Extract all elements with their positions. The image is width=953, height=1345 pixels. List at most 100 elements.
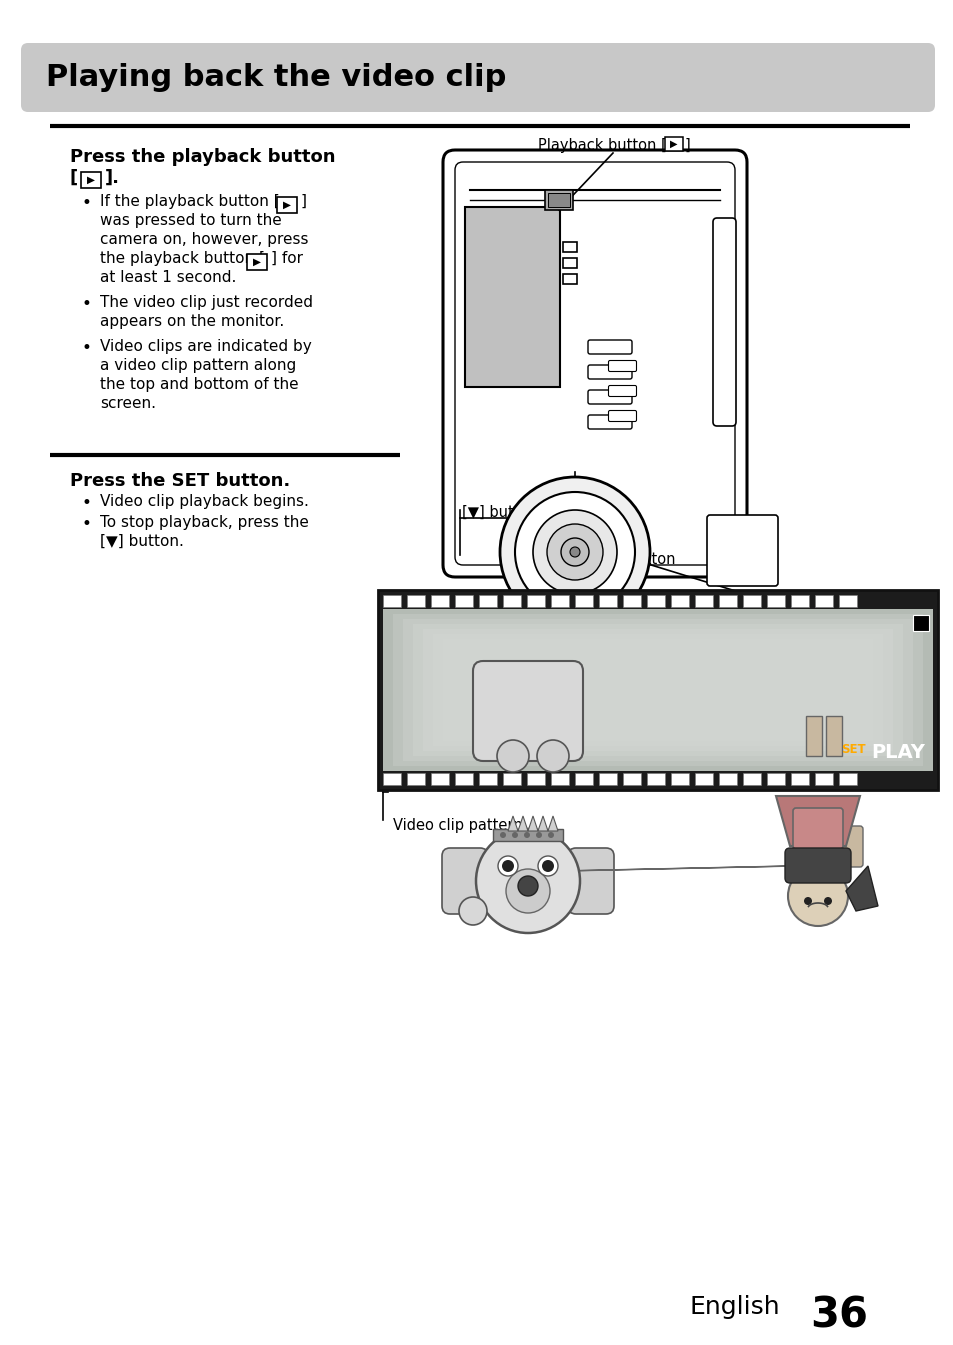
FancyBboxPatch shape [587, 340, 631, 354]
Circle shape [537, 740, 568, 772]
Text: at least 1 second.: at least 1 second. [100, 270, 236, 285]
Circle shape [497, 740, 529, 772]
Bar [407, 594, 424, 607]
Polygon shape [775, 796, 859, 846]
Bar [742, 594, 760, 607]
Circle shape [537, 855, 558, 876]
Text: •: • [82, 515, 91, 533]
FancyBboxPatch shape [706, 515, 778, 586]
Polygon shape [547, 816, 558, 831]
Bar [464, 207, 559, 387]
Bar [646, 773, 664, 785]
Bar [664, 137, 682, 151]
FancyBboxPatch shape [587, 364, 631, 379]
Circle shape [569, 547, 579, 557]
Circle shape [533, 510, 617, 594]
FancyBboxPatch shape [792, 808, 842, 849]
Bar [382, 773, 400, 785]
FancyBboxPatch shape [442, 151, 746, 577]
Circle shape [476, 829, 579, 933]
Bar [442, 639, 872, 741]
Bar [413, 624, 902, 756]
Text: The video clip just recorded: The video clip just recorded [100, 295, 313, 309]
Bar [455, 594, 473, 607]
Bar [719, 773, 737, 785]
Bar [598, 773, 617, 785]
Bar [478, 773, 497, 785]
Circle shape [515, 492, 635, 612]
Text: PLAY: PLAY [870, 742, 923, 763]
Text: screen.: screen. [100, 395, 156, 412]
Bar [453, 644, 862, 736]
Bar [742, 773, 760, 785]
Bar [407, 773, 424, 785]
Circle shape [546, 525, 602, 580]
Text: SET: SET [841, 742, 864, 756]
FancyBboxPatch shape [608, 410, 636, 421]
Polygon shape [537, 816, 547, 831]
Bar [502, 594, 520, 607]
Bar [825, 716, 841, 756]
Circle shape [499, 477, 649, 627]
Text: ]: ] [301, 194, 307, 208]
Circle shape [787, 866, 847, 925]
Bar [622, 594, 640, 607]
Bar [422, 629, 892, 751]
FancyBboxPatch shape [21, 43, 934, 112]
Bar [431, 594, 449, 607]
Text: ▶: ▶ [87, 175, 95, 186]
Bar [838, 773, 856, 785]
Bar [547, 192, 569, 207]
Text: [▼] button.: [▼] button. [100, 534, 184, 549]
FancyBboxPatch shape [587, 416, 631, 429]
Polygon shape [845, 866, 877, 911]
Bar [493, 829, 562, 841]
Bar [805, 716, 821, 756]
Circle shape [523, 833, 530, 838]
Bar [526, 594, 544, 607]
FancyBboxPatch shape [608, 386, 636, 397]
Bar [526, 773, 544, 785]
Bar [766, 594, 784, 607]
Text: •: • [82, 494, 91, 512]
Polygon shape [527, 816, 537, 831]
Text: SET button: SET button [595, 551, 675, 568]
FancyBboxPatch shape [473, 660, 582, 761]
Bar [598, 594, 617, 607]
Bar [562, 258, 577, 268]
FancyBboxPatch shape [608, 360, 636, 371]
FancyBboxPatch shape [587, 390, 631, 403]
Text: the playback button [: the playback button [ [100, 252, 265, 266]
Bar [575, 594, 593, 607]
Bar [431, 773, 449, 785]
Text: ▶: ▶ [283, 200, 291, 210]
Bar [455, 773, 473, 785]
Circle shape [517, 876, 537, 896]
Circle shape [823, 897, 831, 905]
Text: Press the SET button.: Press the SET button. [70, 472, 290, 490]
Text: Video clips are indicated by: Video clips are indicated by [100, 339, 312, 354]
Text: appears on the monitor.: appears on the monitor. [100, 313, 284, 330]
FancyBboxPatch shape [712, 218, 735, 426]
Bar [502, 773, 520, 785]
Bar [575, 773, 593, 785]
Bar [81, 172, 101, 188]
Text: the top and bottom of the: the top and bottom of the [100, 377, 298, 391]
Bar [695, 594, 712, 607]
FancyBboxPatch shape [567, 847, 614, 915]
Bar [790, 773, 808, 785]
Bar [551, 594, 568, 607]
Bar [377, 590, 937, 790]
Text: ] for: ] for [271, 252, 303, 266]
Polygon shape [517, 816, 527, 831]
FancyBboxPatch shape [836, 826, 862, 868]
Bar [402, 619, 912, 761]
Bar [646, 594, 664, 607]
Circle shape [505, 869, 550, 913]
Bar [766, 773, 784, 785]
Text: •: • [82, 295, 91, 313]
Circle shape [547, 833, 554, 838]
Text: ▶: ▶ [670, 139, 677, 149]
Bar [247, 254, 267, 270]
Bar [622, 773, 640, 785]
